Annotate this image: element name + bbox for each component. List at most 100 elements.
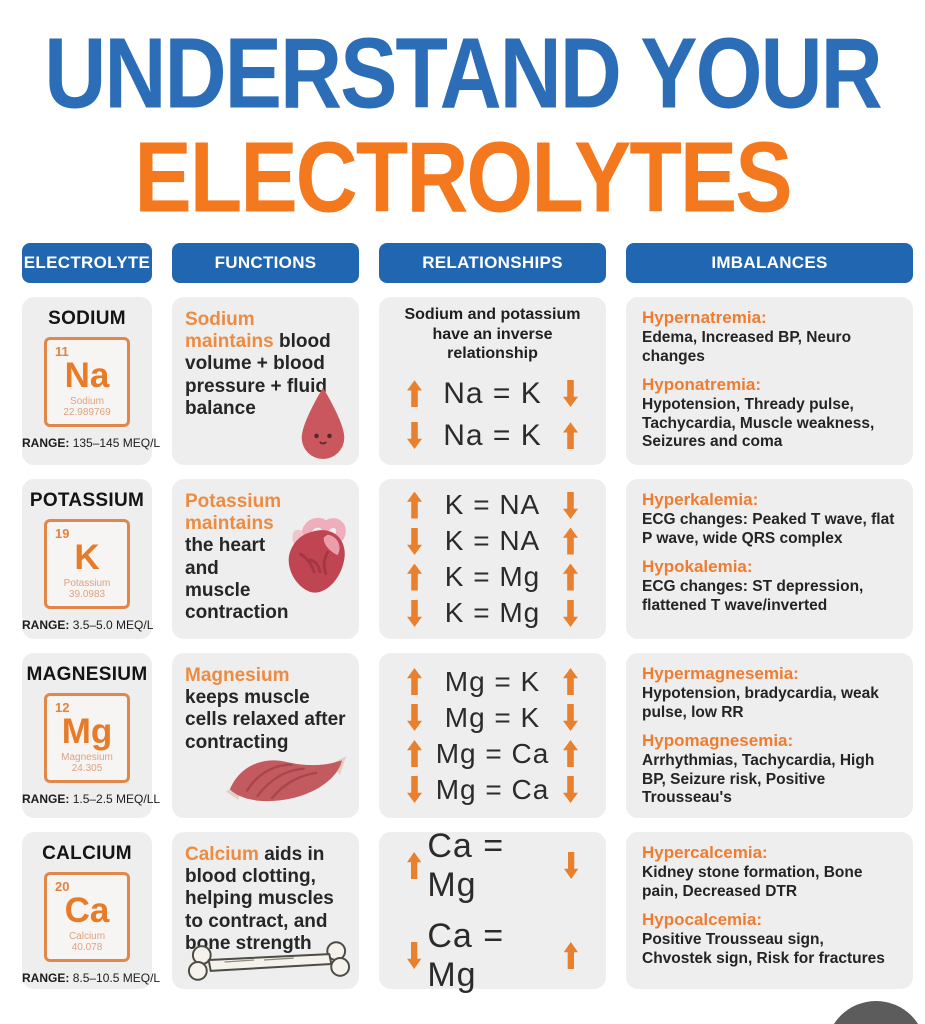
atomic-number: 20	[55, 879, 70, 894]
imbalance-description: Kidney stone formation, Bone pain, Decre…	[642, 864, 863, 900]
normal-range: RANGE: 3.5–5.0 MEQ/L	[22, 618, 154, 632]
function-rest: keeps muscle cells relaxed after contrac…	[185, 687, 346, 753]
blood-drop-icon	[301, 387, 345, 459]
imbalance-description: Edema, Increased BP, Neuro changes	[642, 329, 852, 365]
page-title: UNDERSTAND YOUR ELECTROLYTES	[0, 0, 925, 233]
atomic-mass: 40.078	[71, 942, 103, 953]
imbalance-section: Hypocalcemia: Positive Trousseau sign, C…	[642, 910, 897, 968]
formula-text: K = Mg	[444, 597, 541, 628]
arrow-icon	[564, 852, 578, 879]
arrow-icon	[563, 492, 578, 519]
arrow-icon	[562, 668, 578, 695]
formula-text: Mg = Ca	[435, 773, 550, 805]
bone-icon	[187, 941, 351, 981]
function-text: Magnesium keeps muscle cells relaxed aft…	[185, 665, 346, 754]
electrolyte-card-calcium: CALCIUM 20 Ca Calcium 40.078 RANGE: 8.5–…	[22, 832, 160, 989]
periodic-element-box: 11 Na Sodium 22.989769	[44, 337, 130, 427]
title-line-2: ELECTROLYTES	[134, 122, 792, 234]
imbalance-section: Hypercalcemia: Kidney stone formation, B…	[642, 843, 897, 901]
relationship-formula: Ca = Mg	[395, 917, 590, 995]
functions-card-potassium: Potassium maintains the heart and muscle…	[172, 479, 359, 639]
arrow-icon	[407, 563, 422, 591]
arrow-icon	[407, 740, 422, 767]
column-header-electrolyte: ELECTROLYTE	[22, 243, 152, 283]
relationship-note: Sodium and potassium have an inverse rel…	[404, 306, 581, 363]
heart-icon	[288, 517, 346, 593]
arrow-icon	[563, 776, 578, 803]
function-highlight: Magnesium	[185, 665, 290, 686]
element-symbol: Mg	[61, 712, 113, 751]
arrow-icon	[407, 528, 422, 555]
electrolyte-name: SODIUM	[48, 308, 126, 329]
imbalance-section: Hypomagnesemia: Arrhythmias, Tachycardia…	[642, 731, 897, 808]
range-value: 3.5–5.0 MEQ/L	[72, 618, 154, 632]
arrow-icon	[407, 942, 421, 969]
formula-text: Ca = Mg	[427, 826, 505, 904]
title-line-1: UNDERSTAND YOUR	[44, 18, 882, 130]
floating-action-button[interactable]	[826, 1001, 925, 1024]
atomic-mass: 22.989769	[63, 407, 111, 418]
periodic-element-box: 20 Ca Calcium 40.078	[44, 872, 130, 962]
arrow-icon	[562, 740, 578, 767]
imbalance-description: Hypotension, bradycardia, weak pulse, lo…	[642, 685, 879, 721]
imbalance-section: Hypermagnesemia: Hypotension, bradycardi…	[642, 664, 897, 722]
imbalances-card-potassium: Hyperkalemia: ECG changes: Peaked T wave…	[626, 479, 913, 639]
imbalance-section: Hypernatremia: Edema, Increased BP, Neur…	[642, 308, 897, 366]
functions-card-magnesium: Magnesium keeps muscle cells relaxed aft…	[172, 653, 359, 818]
imbalances-card-sodium: Hypernatremia: Edema, Increased BP, Neur…	[626, 297, 913, 465]
electrolyte-card-potassium: POTASSIUM 19 K Potassium 39.0983 RANGE: …	[22, 479, 154, 639]
range-label: RANGE:	[22, 618, 70, 632]
relationship-formula: Mg = K	[395, 666, 590, 698]
relationships-card-sodium: Sodium and potassium have an inverse rel…	[379, 297, 606, 465]
imbalances-card-calcium: Hypercalcemia: Kidney stone formation, B…	[626, 832, 913, 989]
atomic-mass: 24.305	[71, 763, 103, 774]
column-header-functions: FUNCTIONS	[172, 243, 359, 283]
element-label: Calcium	[68, 931, 106, 942]
function-text: Calcium aids in blood clotting, helping …	[185, 844, 346, 955]
formula-text: Mg = K	[444, 701, 541, 733]
function-rest: the heart and muscle contraction	[185, 535, 289, 624]
function-rest: blood volume + blood pressure + fluid ba…	[185, 331, 331, 419]
formula-text: Mg = Ca	[435, 737, 550, 769]
imbalance-section: Hyponatremia: Hypotension, Thready pulse…	[642, 375, 897, 452]
normal-range: RANGE: 135–145 MEQ/L	[22, 436, 160, 450]
imbalances-card-magnesium: Hypermagnesemia: Hypotension, bradycardi…	[626, 653, 913, 818]
normal-range: RANGE: 1.5–2.5 MEQ/LL	[22, 792, 160, 806]
imbalance-description: Positive Trousseau sign, Chvostek sign, …	[642, 931, 885, 967]
element-label: Potassium	[63, 578, 111, 589]
imbalance-title: Hypomagnesemia:	[642, 731, 794, 751]
arrow-icon	[407, 600, 422, 627]
element-symbol: Na	[64, 356, 110, 395]
arrow-icon	[407, 491, 422, 519]
range-label: RANGE:	[22, 971, 70, 985]
formula-text: Na = K	[443, 418, 542, 452]
function-highlight: Sodium maintains	[185, 309, 274, 353]
element-symbol: Ca	[64, 891, 110, 930]
relationships-card-magnesium: Mg = K Mg = K Mg = Ca Mg = Ca	[379, 653, 606, 818]
column-header-relationships: RELATIONSHIPS	[379, 243, 606, 283]
relationships-card-calcium: Ca = Mg Ca = Mg	[379, 827, 606, 994]
electrolyte-name: MAGNESIUM	[26, 664, 148, 685]
periodic-element-box: 12 Mg Magnesium 24.305	[44, 693, 130, 783]
arrow-icon	[407, 380, 422, 408]
formula-text: K = Mg	[444, 561, 541, 592]
electrolyte-name: POTASSIUM	[29, 490, 145, 511]
element-label: Magnesium	[61, 752, 113, 763]
imbalance-title: Hypocalcemia:	[642, 910, 762, 930]
arrow-icon	[563, 942, 578, 969]
electrolyte-card-sodium: SODIUM 11 Na Sodium 22.989769 RANGE: 135…	[22, 297, 160, 465]
atomic-mass: 39.0983	[68, 589, 106, 600]
relationship-formula: K = Mg	[395, 561, 590, 593]
imbalance-title: Hyperkalemia:	[642, 490, 759, 509]
column-header-imbalances: IMBALANCES	[626, 243, 913, 283]
atomic-number: 11	[55, 344, 69, 359]
function-text: Sodium maintains blood volume + blood pr…	[185, 309, 346, 420]
arrow-icon	[407, 422, 422, 449]
function-highlight: Calcium	[185, 844, 259, 865]
formula-text: Ca = Mg	[427, 916, 505, 994]
imbalance-title: Hypernatremia:	[642, 308, 767, 327]
relationship-formula: K = NA	[395, 489, 590, 521]
range-value: 135–145 MEQ/L	[72, 436, 161, 450]
periodic-element-box: 19 K Potassium 39.0983	[44, 519, 130, 609]
